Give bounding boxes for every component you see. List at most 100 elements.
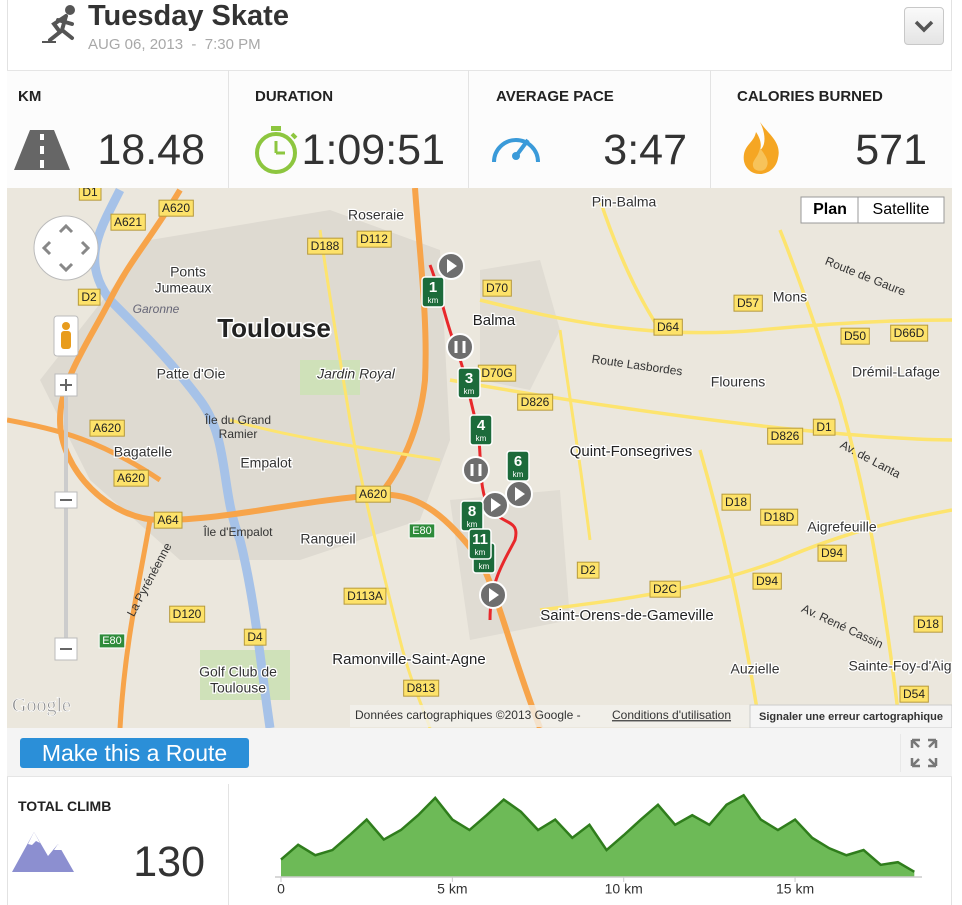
pause-pin[interactable]	[446, 333, 474, 361]
map-label: D64	[657, 320, 679, 334]
map-label: Jardin Royal	[316, 366, 396, 382]
map-label: D94	[821, 546, 843, 560]
road-badge	[153, 511, 183, 529]
road-badge	[890, 324, 929, 342]
stat-value: 3:47	[603, 126, 687, 174]
attribution: Données cartographiques ©2013 Google -	[355, 708, 581, 722]
map-label: Patte d'Oie	[157, 366, 226, 382]
road-badge	[403, 679, 440, 697]
stat-label: DURATION	[255, 88, 334, 105]
road-badge	[812, 418, 836, 436]
map-label: D66D	[894, 326, 925, 340]
map-label: Ponts	[170, 264, 206, 280]
road-badge	[356, 230, 392, 248]
mountain-icon	[12, 832, 74, 872]
map-label: Golf Club de	[199, 664, 277, 680]
km-unit: km	[475, 548, 486, 557]
road-badge	[77, 288, 101, 306]
map-label: Ramier	[219, 427, 258, 441]
road-badge	[576, 561, 600, 579]
play-pin[interactable]	[437, 252, 465, 280]
stat-label: CALORIES BURNED	[737, 88, 883, 105]
km-marker[interactable]	[421, 276, 445, 308]
map-label: D50	[844, 329, 866, 343]
map-label: D813	[407, 681, 436, 695]
road-badge	[899, 685, 929, 703]
road-badge	[482, 279, 512, 297]
km-number: 4	[477, 417, 486, 434]
divider	[228, 784, 229, 905]
report-box[interactable]	[749, 704, 952, 728]
activity-title: Tuesday Skate	[88, 0, 289, 32]
map-label: Pin-Balma	[592, 194, 657, 210]
road-badge	[767, 427, 804, 445]
map-label: Drémil-Lafage	[852, 364, 940, 380]
road-badge	[169, 605, 206, 623]
road-badge	[817, 544, 847, 562]
climb-value: 130	[133, 838, 205, 886]
map-label: E80	[102, 635, 122, 647]
map-label: A620	[162, 201, 190, 215]
play-pin[interactable]	[505, 480, 533, 508]
stat-value: 571	[855, 126, 927, 174]
road-badge	[653, 318, 683, 336]
map-label: D94	[756, 574, 778, 588]
map-label: Quint-Fonsegrives	[570, 443, 693, 460]
km-marker[interactable]	[468, 528, 492, 560]
km-unit: km	[513, 470, 524, 479]
km-number: 11	[472, 531, 488, 548]
road-badge	[307, 237, 344, 255]
zoom-handle[interactable]	[54, 491, 78, 509]
report-link[interactable]: Signaler une erreur cartographique	[759, 711, 943, 723]
map-label: D18	[725, 495, 747, 509]
map-label: D826	[521, 395, 550, 409]
road-badge	[760, 508, 799, 526]
map-type-label[interactable]: Satellite	[873, 201, 930, 218]
map-label: D826	[771, 429, 800, 443]
road-badge	[408, 523, 436, 539]
km-marker[interactable]	[506, 450, 530, 482]
map-label: Mons	[773, 289, 807, 305]
area-fill	[281, 795, 915, 877]
map-label: A620	[93, 421, 121, 435]
pause-pin[interactable]	[462, 456, 490, 484]
km-number: 6	[514, 453, 522, 470]
x-tick-label: 0	[277, 881, 285, 897]
expand-icon[interactable]	[900, 734, 948, 772]
map-type-label[interactable]: Plan	[813, 201, 847, 218]
map-label: A620	[117, 471, 145, 485]
map-label: D120	[173, 607, 202, 621]
flame-icon	[743, 122, 779, 174]
divider	[468, 70, 469, 188]
elevation-line	[280, 793, 915, 873]
stat-label: AVERAGE PACE	[496, 88, 614, 105]
map-label: Toulouse	[210, 680, 266, 696]
km-marker[interactable]	[457, 367, 481, 399]
make-route-button[interactable]: Make this a Route	[20, 738, 249, 768]
map-label: D188	[311, 239, 340, 253]
dropdown-button[interactable]	[904, 7, 944, 45]
map-label: E80	[412, 525, 432, 537]
map-label: D4	[247, 630, 263, 644]
map-label: D113A	[347, 589, 383, 603]
x-tick-label: 10 km	[605, 881, 643, 897]
zoom-out[interactable]	[54, 637, 78, 661]
play-pin[interactable]	[479, 581, 507, 609]
satellite-button[interactable]	[857, 196, 945, 224]
pan-control[interactable]	[33, 215, 99, 281]
play-pin[interactable]	[481, 491, 509, 519]
map-label: Aigrefeuille	[807, 519, 876, 535]
map-label: D57	[737, 296, 759, 310]
terms-link[interactable]: Conditions d'utilisation	[612, 708, 731, 722]
map-label: A621	[114, 215, 142, 229]
road-badge	[89, 419, 125, 437]
climb-label: TOTAL CLIMB	[18, 798, 112, 814]
map-label: Toulouse	[217, 313, 331, 343]
pegman[interactable]	[53, 315, 79, 357]
km-marker[interactable]	[469, 414, 493, 446]
divider	[228, 70, 229, 188]
plan-button[interactable]	[800, 196, 859, 224]
zoom-in[interactable]	[54, 373, 78, 397]
